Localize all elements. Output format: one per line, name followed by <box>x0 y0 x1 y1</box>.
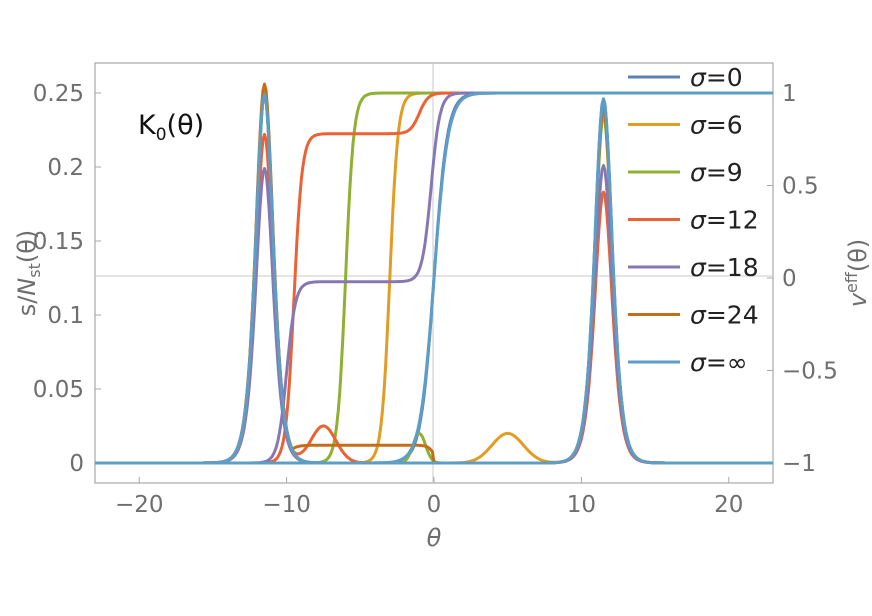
legend-entry: σ=6 <box>690 111 743 140</box>
x-tick-label: −10 <box>262 492 311 518</box>
y-left-tick-label: 0.25 <box>33 81 84 107</box>
legend-entry: σ=12 <box>690 206 759 235</box>
series-line-veff <box>95 91 773 465</box>
series-lines <box>95 82 773 465</box>
y-left-tick-label: 0.05 <box>33 377 84 403</box>
legend-entry: σ=0 <box>690 63 743 92</box>
y-axis-right-label: veff(θ) <box>842 239 872 308</box>
legend-entry: σ=9 <box>690 158 743 187</box>
annotation-k0: K0(θ) <box>138 110 204 145</box>
y-right-tick-label: 0 <box>782 266 797 292</box>
y-axis-right-ticks: −1 −0.5 0 0.5 1 <box>767 81 838 477</box>
legend-entry: σ=18 <box>690 253 759 282</box>
x-tick-label: 20 <box>714 492 743 518</box>
y-right-tick-label: −1 <box>782 451 816 477</box>
x-tick-label: −20 <box>115 492 164 518</box>
legend-entry: σ=∞ <box>690 348 748 377</box>
y-left-tick-label: 0.15 <box>33 229 84 255</box>
y-right-tick-label: 0.5 <box>782 174 819 200</box>
series-line-entropy <box>95 132 773 465</box>
y-axis-left-label: s/Nst(θ) <box>13 230 44 317</box>
x-tick-label: 10 <box>567 492 596 518</box>
y-left-tick-label: 0.1 <box>47 303 84 329</box>
legend-entry: σ=24 <box>690 301 759 330</box>
y-axis-left-ticks: 0 0.05 0.1 0.15 0.2 0.25 <box>33 81 101 477</box>
x-axis-ticks: −20 −10 0 10 20 <box>115 477 743 518</box>
y-right-tick-label: 1 <box>782 81 797 107</box>
y-left-tick-label: 0 <box>69 451 84 477</box>
y-right-tick-label: −0.5 <box>782 359 838 385</box>
legend: σ=0 σ=6 σ=9 σ=12 σ=18 σ=24 σ=∞ <box>628 63 759 377</box>
x-tick-label: 0 <box>427 492 442 518</box>
x-axis-label: θ <box>427 524 442 552</box>
y-left-tick-label: 0.2 <box>47 155 84 181</box>
